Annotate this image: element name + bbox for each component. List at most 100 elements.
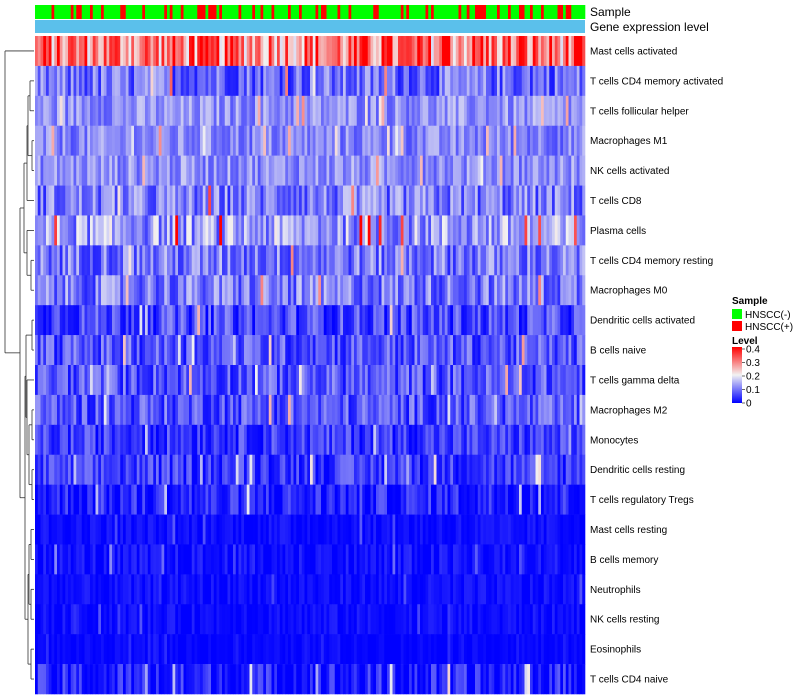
heatmap-cell — [538, 95, 542, 127]
heatmap-cell — [219, 454, 223, 485]
heatmap-cell — [376, 664, 380, 695]
heatmap-cell — [117, 275, 121, 306]
heatmap-cell — [436, 125, 440, 156]
heatmap-cell — [123, 544, 127, 575]
heatmap-cell — [532, 365, 536, 396]
heatmap-cell — [491, 185, 495, 216]
heatmap-cell — [428, 544, 432, 575]
heatmap-cell — [444, 514, 448, 545]
heatmap-cell — [524, 125, 528, 156]
heatmap-cell — [128, 544, 132, 575]
heatmap-cell — [524, 544, 528, 575]
heatmap-cell — [290, 245, 294, 276]
heatmap-cell — [282, 365, 286, 396]
heatmap-cell — [98, 275, 102, 306]
heatmap-cell — [59, 245, 63, 276]
heatmap-cell — [458, 125, 462, 156]
heatmap-cell — [497, 125, 501, 156]
heatmap-cell — [392, 604, 396, 635]
heatmap-cell — [257, 305, 261, 336]
heatmap-cell — [227, 514, 231, 545]
heatmap-cell — [112, 125, 116, 156]
heatmap-cell — [450, 454, 454, 485]
heatmap-cell — [574, 95, 578, 127]
heatmap-cell — [48, 544, 52, 575]
heatmap-cell — [392, 514, 396, 545]
heatmap-cell — [455, 574, 459, 605]
heatmap-cell — [167, 185, 171, 216]
heatmap-cell — [235, 574, 239, 605]
heatmap-cell — [70, 664, 74, 695]
sample-annotation-cell — [422, 5, 426, 19]
heatmap-cell — [519, 185, 523, 216]
heatmap-cell — [186, 215, 190, 246]
heatmap-cell — [516, 514, 520, 545]
heatmap-cell — [274, 215, 278, 246]
heatmap-cell — [530, 95, 534, 127]
heatmap-cell — [191, 65, 195, 97]
heatmap-cell — [260, 36, 264, 67]
heatmap-cell — [205, 36, 209, 67]
sample-annotation-cell — [178, 5, 182, 19]
heatmap-cell — [139, 454, 143, 485]
heatmap-cell — [208, 125, 212, 156]
heatmap-cell — [51, 664, 55, 695]
heatmap-cell — [365, 245, 369, 276]
heatmap-cell — [453, 245, 457, 276]
heatmap-cell — [136, 95, 140, 127]
heatmap-cell — [197, 574, 201, 605]
heatmap-cell — [574, 514, 578, 545]
heatmap-cell — [513, 664, 517, 695]
heatmap-cell — [98, 604, 102, 635]
heatmap-cell — [508, 95, 512, 127]
heatmap-cell — [535, 215, 539, 246]
heatmap-cell — [213, 574, 217, 605]
heatmap-cell — [263, 215, 267, 246]
heatmap-cell — [315, 604, 319, 635]
heatmap-cell — [521, 574, 525, 605]
heatmap-cell — [326, 394, 330, 426]
heatmap-cell — [156, 424, 160, 456]
heatmap-cell — [527, 574, 531, 605]
heatmap-cell — [65, 604, 69, 635]
heatmap-cell — [519, 394, 523, 426]
heatmap-cell — [257, 514, 261, 545]
heatmap-cell — [480, 335, 484, 366]
heatmap-cell — [323, 634, 327, 665]
heatmap-cell — [68, 95, 72, 127]
heatmap-cell — [343, 604, 347, 635]
heatmap-cell — [568, 125, 572, 156]
heatmap-cell — [560, 424, 564, 456]
heatmap-cell — [414, 275, 418, 306]
heatmap-cell — [271, 245, 275, 276]
heatmap-cell — [230, 365, 234, 396]
heatmap-cell — [233, 125, 237, 156]
heatmap-cell — [464, 185, 468, 216]
heatmap-cell — [109, 125, 113, 156]
heatmap-cell — [486, 514, 490, 545]
heatmap-cell — [398, 125, 402, 156]
heatmap-cell — [307, 664, 311, 695]
heatmap-cell — [354, 275, 358, 306]
heatmap-cell — [557, 245, 561, 276]
heatmap-cell — [290, 394, 294, 426]
heatmap-cell — [43, 634, 47, 665]
sample-annotation-cell — [323, 5, 327, 19]
heatmap-cell — [563, 65, 567, 97]
sample-annotation-cell — [513, 5, 517, 19]
heatmap-cell — [521, 95, 525, 127]
heatmap-cell — [453, 305, 457, 336]
heatmap-cell — [40, 36, 44, 67]
heatmap-cell — [277, 514, 281, 545]
heatmap-cell — [447, 155, 451, 186]
heatmap-cell — [37, 335, 41, 366]
heatmap-cell — [244, 245, 248, 276]
heatmap-cell — [315, 394, 319, 426]
heatmap-cell — [519, 664, 523, 695]
heatmap-cell — [356, 65, 360, 97]
heatmap-cell — [505, 215, 509, 246]
heatmap-cell — [205, 305, 209, 336]
heatmap-cell — [62, 604, 66, 635]
heatmap-cell — [356, 125, 360, 156]
heatmap-cell — [79, 424, 83, 456]
